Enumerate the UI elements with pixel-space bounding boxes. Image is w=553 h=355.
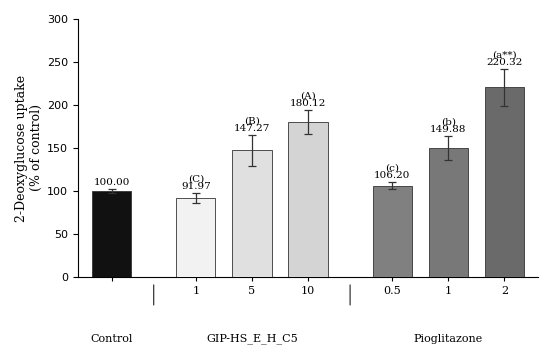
Text: (c): (c) <box>385 163 399 172</box>
Text: 149.88: 149.88 <box>430 125 466 134</box>
Text: 91.97: 91.97 <box>181 182 211 191</box>
Y-axis label: 2-Deoxyglucose uptake
(% of control): 2-Deoxyglucose uptake (% of control) <box>15 75 43 222</box>
Text: GIP-HS_E_H_C5: GIP-HS_E_H_C5 <box>206 334 298 344</box>
Text: (b): (b) <box>441 118 456 127</box>
Bar <box>485 87 524 277</box>
Text: (B): (B) <box>244 116 260 125</box>
Text: 180.12: 180.12 <box>290 99 326 108</box>
Bar <box>232 150 272 277</box>
Text: 220.32: 220.32 <box>486 58 523 67</box>
Bar <box>373 186 412 277</box>
Bar <box>429 148 468 277</box>
Text: (C): (C) <box>187 175 204 184</box>
Bar <box>176 198 216 277</box>
Text: (A): (A) <box>300 92 316 100</box>
Text: Control: Control <box>91 334 133 344</box>
Text: 147.27: 147.27 <box>234 124 270 133</box>
Text: 100.00: 100.00 <box>93 178 130 187</box>
Text: 106.20: 106.20 <box>374 171 410 180</box>
Text: (a**): (a**) <box>492 50 517 59</box>
Bar <box>92 191 131 277</box>
Text: Pioglitazone: Pioglitazone <box>414 334 483 344</box>
Bar <box>288 122 327 277</box>
